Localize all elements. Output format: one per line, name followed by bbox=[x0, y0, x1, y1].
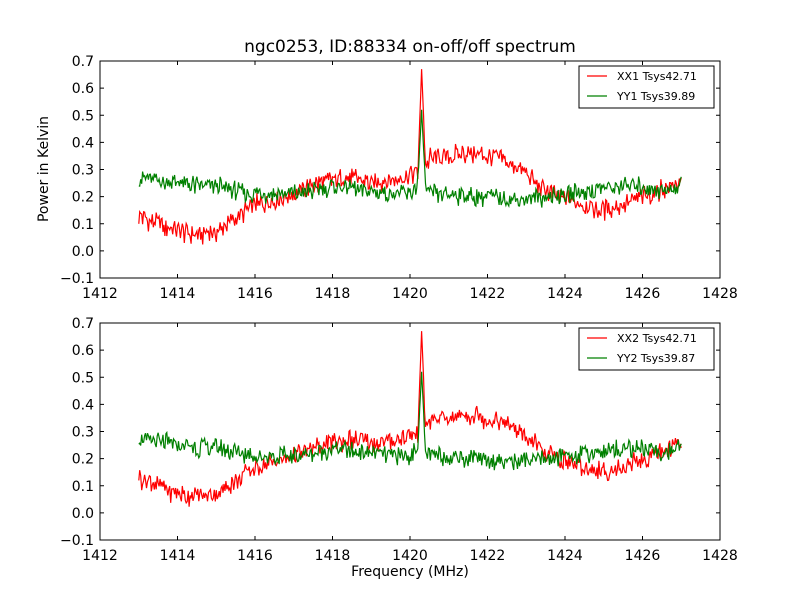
x-tick-label: 1428 bbox=[702, 548, 738, 564]
legend-entry: XX1 Tsys42.71 bbox=[617, 70, 697, 83]
x-tick-label: 1414 bbox=[160, 548, 196, 564]
x-tick-label: 1420 bbox=[392, 286, 428, 302]
x-tick-label: 1412 bbox=[82, 548, 118, 564]
y-tick-label: 0.7 bbox=[72, 316, 94, 332]
y-tick-label: 0.5 bbox=[72, 370, 94, 386]
legend-box bbox=[578, 327, 715, 371]
series-line-yy bbox=[138, 109, 682, 209]
y-axis-label: Power in Kelvin bbox=[36, 116, 52, 222]
series-line-yy bbox=[138, 371, 682, 471]
y-tick-label: 0.5 bbox=[72, 108, 94, 124]
x-tick-label: 1414 bbox=[160, 286, 196, 302]
y-tick-label: 0.7 bbox=[72, 54, 94, 70]
top-panel: 1412 1414 1416 1418 1420 1422 1424 1426 1428 −0.1… bbox=[60, 54, 738, 302]
y-tick-label: 0.3 bbox=[72, 163, 94, 179]
x-tick-label: 1412 bbox=[82, 286, 118, 302]
x-tick-label: 1420 bbox=[392, 548, 428, 564]
y-tick-label: 0.3 bbox=[72, 425, 94, 441]
y-tick-label: 0.1 bbox=[72, 217, 94, 233]
y-tick-label: 0.0 bbox=[72, 506, 94, 522]
x-tick-label: 1426 bbox=[625, 548, 661, 564]
bottom-panel: 1412 1414 1416 1418 1420 1422 1424 1426 1428 −0.1… bbox=[60, 316, 738, 564]
legend-box bbox=[578, 65, 715, 109]
figure-title: ngc0253, ID:88334 on-off/off spectrum bbox=[244, 37, 576, 57]
series-line-xx bbox=[138, 69, 682, 245]
x-tick-label: 1422 bbox=[470, 548, 506, 564]
x-axis-label: Frequency (MHz) bbox=[351, 564, 469, 580]
legend-entry: XX2 Tsys42.71 bbox=[617, 332, 697, 345]
legend-entry: YY1 Tsys39.89 bbox=[616, 90, 695, 103]
y-tick-label: 0.2 bbox=[72, 452, 94, 468]
x-tick-label: 1424 bbox=[547, 548, 583, 564]
legend-entry: YY2 Tsys39.87 bbox=[616, 352, 695, 365]
x-tick-label: 1418 bbox=[315, 548, 351, 564]
x-tick-label: 1416 bbox=[237, 548, 273, 564]
y-tick-label: 0.2 bbox=[72, 190, 94, 206]
x-tick-label: 1418 bbox=[315, 286, 351, 302]
x-tick-label: 1422 bbox=[470, 286, 506, 302]
y-tick-label: 0.6 bbox=[72, 343, 94, 359]
y-tick-label: −0.1 bbox=[60, 533, 94, 549]
x-tick-label: 1428 bbox=[702, 286, 738, 302]
x-tick-label: 1424 bbox=[547, 286, 583, 302]
series-line-xx bbox=[138, 331, 682, 507]
legend: XX2 Tsys42.71 YY2 Tsys39.87 bbox=[578, 327, 715, 371]
y-tick-label: −0.1 bbox=[60, 271, 94, 287]
y-tick-label: 0.0 bbox=[72, 244, 94, 260]
x-tick-label: 1426 bbox=[625, 286, 661, 302]
y-tick-label: 0.4 bbox=[72, 135, 94, 151]
y-tick-label: 0.4 bbox=[72, 397, 94, 413]
legend: XX1 Tsys42.71 YY1 Tsys39.89 bbox=[578, 65, 715, 109]
x-tick-label: 1416 bbox=[237, 286, 273, 302]
y-tick-label: 0.1 bbox=[72, 479, 94, 495]
y-tick-label: 0.6 bbox=[72, 81, 94, 97]
